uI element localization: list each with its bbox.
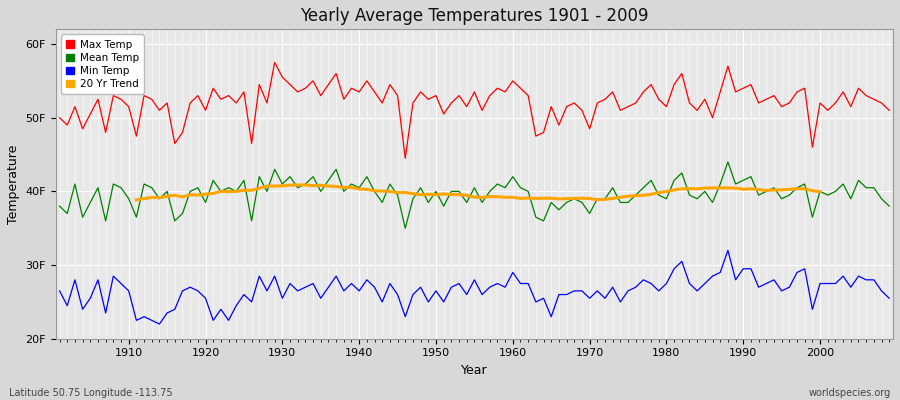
Text: worldspecies.org: worldspecies.org <box>809 388 891 398</box>
Text: Latitude 50.75 Longitude -113.75: Latitude 50.75 Longitude -113.75 <box>9 388 173 398</box>
Legend: Max Temp, Mean Temp, Min Temp, 20 Yr Trend: Max Temp, Mean Temp, Min Temp, 20 Yr Tre… <box>61 34 144 94</box>
X-axis label: Year: Year <box>461 364 488 377</box>
Y-axis label: Temperature: Temperature <box>7 144 20 224</box>
Title: Yearly Average Temperatures 1901 - 2009: Yearly Average Temperatures 1901 - 2009 <box>300 7 649 25</box>
